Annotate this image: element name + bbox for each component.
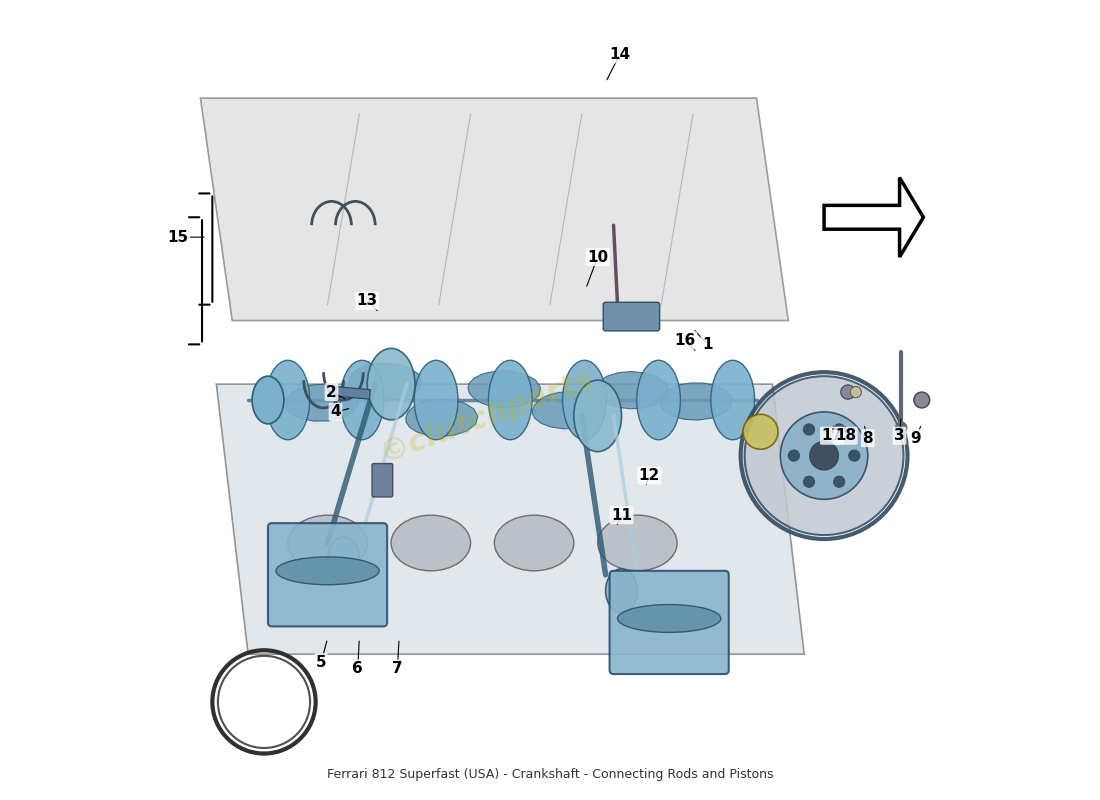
Circle shape <box>834 476 845 487</box>
Polygon shape <box>468 371 540 408</box>
Polygon shape <box>406 399 477 437</box>
Ellipse shape <box>252 376 284 424</box>
Circle shape <box>780 412 868 499</box>
Polygon shape <box>532 392 605 429</box>
Ellipse shape <box>288 515 367 571</box>
Text: 5: 5 <box>316 654 327 670</box>
Ellipse shape <box>266 360 310 440</box>
Ellipse shape <box>637 360 681 440</box>
Ellipse shape <box>276 557 380 585</box>
Ellipse shape <box>606 569 637 613</box>
Text: 18: 18 <box>835 428 856 443</box>
Polygon shape <box>660 383 732 420</box>
Polygon shape <box>824 178 923 257</box>
Circle shape <box>850 386 861 398</box>
FancyBboxPatch shape <box>372 463 393 497</box>
Circle shape <box>803 424 815 435</box>
Bar <box>334 386 371 399</box>
Text: 15: 15 <box>167 230 189 245</box>
Text: 6: 6 <box>352 661 363 676</box>
Ellipse shape <box>597 515 678 571</box>
Text: 12: 12 <box>639 468 660 483</box>
Circle shape <box>849 450 860 461</box>
Circle shape <box>894 422 908 434</box>
Text: 1: 1 <box>702 337 713 352</box>
Ellipse shape <box>562 360 606 440</box>
Text: 7: 7 <box>393 661 403 676</box>
Text: 17: 17 <box>822 428 843 443</box>
Polygon shape <box>350 363 422 401</box>
Ellipse shape <box>617 605 720 632</box>
Ellipse shape <box>340 360 384 440</box>
Text: 9: 9 <box>910 430 921 446</box>
Circle shape <box>810 442 838 470</box>
FancyBboxPatch shape <box>603 302 660 331</box>
FancyBboxPatch shape <box>268 523 387 626</box>
Polygon shape <box>596 371 669 409</box>
Polygon shape <box>200 98 789 321</box>
Text: 14: 14 <box>609 47 630 62</box>
Text: 2: 2 <box>327 385 337 399</box>
Ellipse shape <box>328 537 360 581</box>
Ellipse shape <box>415 360 458 440</box>
Text: 3: 3 <box>894 428 905 443</box>
Circle shape <box>803 476 815 487</box>
Circle shape <box>744 414 778 450</box>
Ellipse shape <box>711 360 755 440</box>
Ellipse shape <box>392 515 471 571</box>
Ellipse shape <box>494 515 574 571</box>
Circle shape <box>914 392 929 408</box>
Text: 16: 16 <box>674 333 695 348</box>
Text: 11: 11 <box>610 508 632 522</box>
Circle shape <box>834 424 845 435</box>
Text: ©clutchparts: ©clutchparts <box>375 364 597 468</box>
Circle shape <box>745 376 903 535</box>
Circle shape <box>789 450 800 461</box>
Circle shape <box>840 385 855 399</box>
Ellipse shape <box>488 360 532 440</box>
Polygon shape <box>285 384 358 421</box>
Polygon shape <box>217 384 804 654</box>
Text: 10: 10 <box>587 250 608 265</box>
Ellipse shape <box>367 348 415 420</box>
Text: 4: 4 <box>330 405 341 419</box>
Ellipse shape <box>574 380 622 452</box>
FancyBboxPatch shape <box>609 571 728 674</box>
Text: 8: 8 <box>862 430 873 446</box>
Text: 13: 13 <box>356 293 377 308</box>
Text: Ferrari 812 Superfast (USA) - Crankshaft - Connecting Rods and Pistons: Ferrari 812 Superfast (USA) - Crankshaft… <box>327 768 773 782</box>
